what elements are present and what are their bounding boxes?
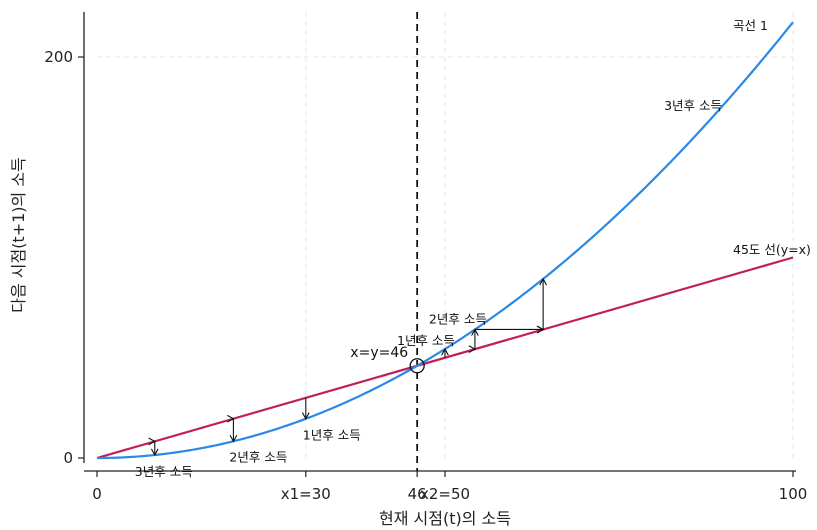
step-label: 3년후 소득	[135, 464, 193, 479]
cobweb-arrow	[441, 347, 449, 358]
cobweb-arrow	[301, 397, 310, 420]
step-label: 3년후 소득	[664, 98, 722, 113]
series-label-curve: 곡선 1	[733, 18, 768, 33]
arrow-head	[229, 434, 238, 443]
arrow-head	[150, 448, 159, 457]
x-tick-label: x1=30	[281, 485, 331, 503]
fixed-point-marker	[409, 358, 425, 374]
cobweb-arrow	[150, 441, 159, 457]
x-tick-label: x2=50	[420, 485, 470, 503]
step-label: 2년후 소득	[229, 449, 287, 464]
y-tick-label: 200	[44, 48, 73, 66]
arrow-head	[301, 412, 310, 420]
cobweb-arrow	[229, 418, 238, 443]
x-tick-label: 100	[779, 485, 808, 503]
axes	[83, 12, 796, 472]
cobweb-arrow	[471, 328, 479, 350]
x-tick-label: 46	[408, 485, 427, 503]
y-axis-title: 다음 시점(t+1)의 소득	[9, 157, 28, 313]
step-label: 1년후 소득	[303, 428, 361, 443]
fixed-point-label: x=y=46	[350, 345, 408, 361]
series-label-45deg: 45도 선(y=x)	[733, 242, 811, 257]
step-label: 1년후 소득	[397, 333, 455, 348]
arrow-head	[441, 347, 449, 356]
arrow-head	[539, 277, 547, 286]
cobweb-paths	[148, 277, 547, 457]
x-axis-title: 현재 시점(t)의 소득	[379, 509, 511, 528]
x-tick-label: 0	[92, 485, 102, 503]
grid	[97, 12, 794, 458]
step-label: 2년후 소득	[429, 311, 487, 326]
y-tick-label: 0	[63, 449, 73, 467]
cobweb-arrow	[539, 277, 547, 330]
